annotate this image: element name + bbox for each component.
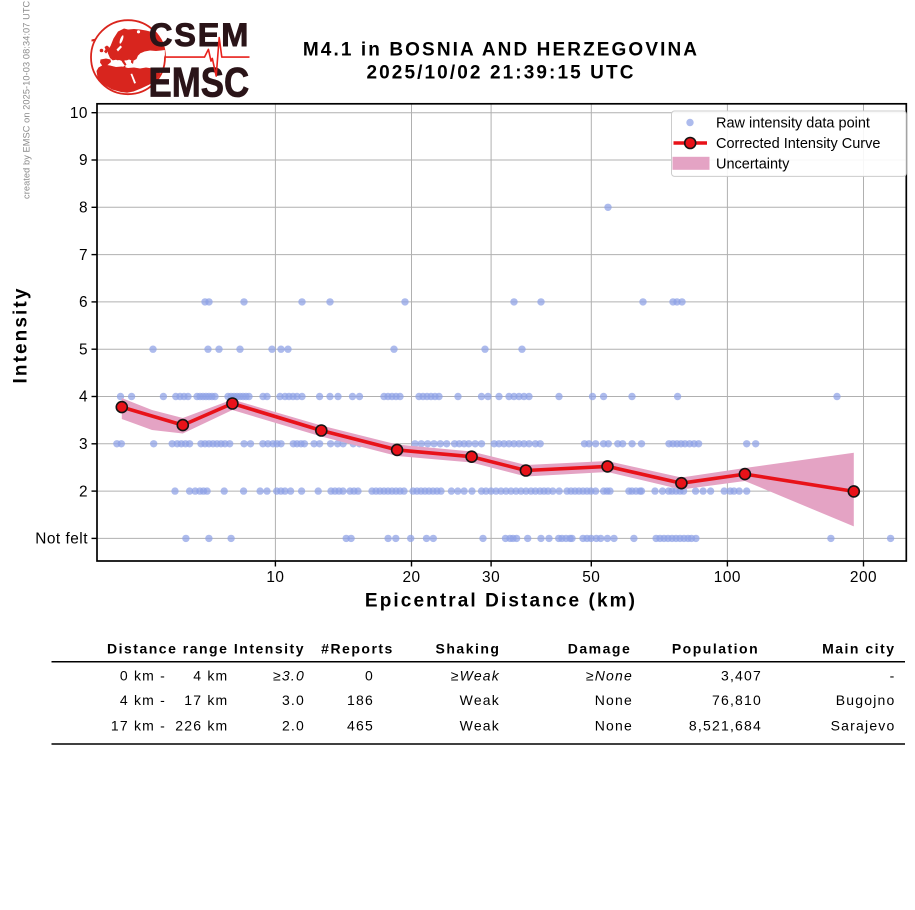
svg-text:4 km: 4 km <box>193 667 228 683</box>
svg-text:10: 10 <box>70 105 88 122</box>
svg-text:Not felt: Not felt <box>35 531 88 548</box>
svg-text:4: 4 <box>79 389 88 406</box>
svg-text:None: None <box>595 692 633 708</box>
svg-text:M4.1 in BOSNIA AND HERZEGOVINA: M4.1 in BOSNIA AND HERZEGOVINA <box>303 40 699 61</box>
svg-text:Weak: Weak <box>460 717 500 733</box>
svg-text:Shaking: Shaking <box>436 641 501 657</box>
svg-text:Raw intensity data point: Raw intensity data point <box>716 116 870 132</box>
svg-text:Sarajevo: Sarajevo <box>831 717 896 733</box>
svg-text:Main city: Main city <box>822 641 895 657</box>
svg-text:-: - <box>890 667 896 683</box>
svg-text:50: 50 <box>582 569 600 586</box>
svg-text:5: 5 <box>79 341 88 358</box>
svg-text:3,407: 3,407 <box>721 667 762 683</box>
svg-text:10: 10 <box>266 569 284 586</box>
svg-text:Distance range: Distance range <box>107 641 228 657</box>
svg-text:8: 8 <box>79 200 88 217</box>
svg-text:17 km: 17 km <box>184 692 228 708</box>
svg-text:Corrected Intensity Curve: Corrected Intensity Curve <box>716 136 880 152</box>
svg-text:100: 100 <box>714 569 741 586</box>
svg-text:2025/10/02 21:39:15 UTC: 2025/10/02 21:39:15 UTC <box>366 63 635 84</box>
svg-text:Intensity: Intensity <box>234 641 305 657</box>
svg-text:EMSC: EMSC <box>149 60 250 107</box>
svg-text:76,810: 76,810 <box>712 692 762 708</box>
svg-text:None: None <box>595 717 633 733</box>
svg-text:3: 3 <box>79 436 88 453</box>
svg-text:#Reports: #Reports <box>321 641 394 657</box>
svg-text:≥None: ≥None <box>586 667 633 683</box>
svg-text:Bugojno: Bugojno <box>836 692 896 708</box>
svg-text:6: 6 <box>79 294 88 311</box>
svg-text:created by EMSC on 2025-10-03: created by EMSC on 2025-10-03 08:34:07 U… <box>22 0 32 199</box>
svg-text:0 km -: 0 km - <box>120 667 166 683</box>
svg-text:CSEM: CSEM <box>149 17 250 53</box>
svg-text:Damage: Damage <box>568 641 631 657</box>
svg-text:2.0: 2.0 <box>282 717 305 733</box>
svg-text:2: 2 <box>79 483 88 500</box>
svg-text:17 km -: 17 km - <box>111 717 166 733</box>
svg-text:3.0: 3.0 <box>282 692 305 708</box>
svg-text:226 km: 226 km <box>175 717 228 733</box>
svg-text:20: 20 <box>402 569 420 586</box>
svg-text:Epicentral Distance (km): Epicentral Distance (km) <box>365 591 637 612</box>
svg-text:≥3.0: ≥3.0 <box>273 667 305 683</box>
svg-text:9: 9 <box>79 152 88 169</box>
svg-text:8,521,684: 8,521,684 <box>689 717 762 733</box>
svg-text:Population: Population <box>672 641 759 657</box>
svg-text:200: 200 <box>850 569 877 586</box>
svg-text:30: 30 <box>482 569 500 586</box>
svg-text:Uncertainty: Uncertainty <box>716 157 790 173</box>
svg-text:465: 465 <box>347 717 374 733</box>
svg-text:0: 0 <box>365 667 374 683</box>
svg-text:4 km -: 4 km - <box>120 692 166 708</box>
svg-text:7: 7 <box>79 247 88 264</box>
svg-text:Intensity: Intensity <box>11 286 32 383</box>
svg-text:Weak: Weak <box>460 692 500 708</box>
svg-text:186: 186 <box>347 692 374 708</box>
svg-text:≥Weak: ≥Weak <box>451 667 500 683</box>
